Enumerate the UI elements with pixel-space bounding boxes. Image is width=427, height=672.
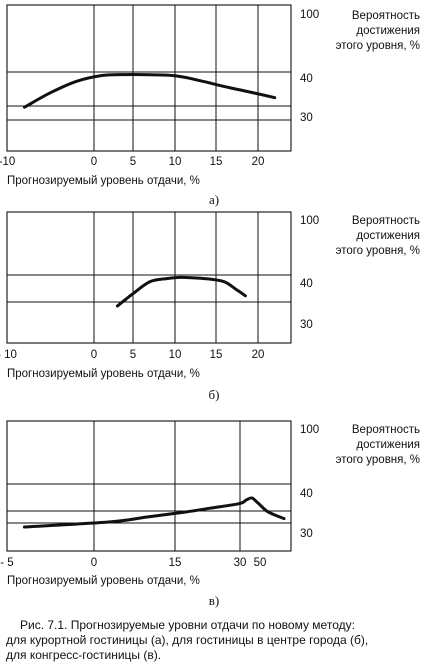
series-line	[115, 275, 247, 308]
x-tick-label: -10	[0, 156, 15, 168]
y-axis-label-line: этого уровня, %	[336, 245, 420, 257]
data-point	[190, 277, 192, 279]
y-axis-label-line: достижения	[356, 439, 420, 451]
x-tick-label: 5	[130, 349, 136, 361]
plot-frame	[6, 4, 292, 152]
data-point	[76, 80, 78, 82]
y-tick-label: 40	[300, 278, 313, 290]
x-tick-label: 15	[169, 557, 182, 569]
caption-line-2: для курортной гостиницы (а), для гостини…	[6, 633, 369, 647]
data-point	[236, 289, 238, 291]
x-tick-label: - 5	[0, 557, 13, 569]
y-axis-label-line: Вероятность	[352, 424, 420, 436]
y-tick-label: 40	[300, 73, 313, 85]
series-line	[22, 73, 277, 109]
chart-panel-2: - 10 0 5 10 15 20 100 40 30 Вероятность достижения…	[0, 211, 420, 402]
y-axis-label-line: Вероятность	[352, 10, 420, 22]
data-point	[199, 80, 201, 82]
plot-frame	[6, 420, 292, 552]
data-point	[166, 278, 168, 280]
y-tick-label: 30	[300, 319, 313, 331]
chart-panel-3: - 5 0 15 30 50 100 40 30 Вероятность достижения эт…	[0, 420, 420, 608]
data-point	[124, 74, 126, 76]
data-point	[109, 521, 111, 523]
data-point	[132, 293, 134, 295]
y-tick-label: 30	[300, 528, 313, 540]
x-axis-label: Прогнозируемый уровень отдачи, %	[7, 575, 200, 587]
x-axis-label: Прогнозируемый уровень отдачи, %	[7, 368, 200, 380]
data-point	[245, 499, 247, 501]
x-tick-label: 10	[169, 156, 182, 168]
y-axis-label-line: достижения	[356, 230, 420, 242]
x-tick-label: 10	[169, 349, 182, 361]
figure-caption: Рис. 7.1. Прогнозируемые уровни отдачи п…	[6, 618, 424, 663]
x-axis-label: Прогнозируемый уровень отдачи, %	[7, 175, 200, 187]
subfigure-label: б)	[209, 387, 220, 402]
data-point	[116, 305, 118, 307]
subfigure-label: а)	[209, 192, 219, 207]
caption-line-1: Рис. 7.1. Прогнозируемые уровни отдачи п…	[20, 618, 355, 632]
x-tick-label: 15	[210, 156, 223, 168]
y-axis-label-line: этого уровня, %	[336, 40, 420, 52]
x-tick-label: 30	[234, 557, 247, 569]
x-tick-label: 0	[91, 156, 97, 168]
data-point	[149, 74, 151, 76]
data-point	[274, 97, 276, 99]
data-point	[174, 75, 176, 77]
y-tick-label: 100	[300, 215, 319, 227]
x-tick-label: - 10	[0, 349, 17, 361]
data-point	[23, 106, 25, 108]
data-point	[178, 276, 180, 278]
y-tick-label: 30	[300, 112, 313, 124]
data-point	[207, 278, 209, 280]
y-axis-label-line: Вероятность	[352, 215, 420, 227]
x-tick-label: 0	[91, 349, 97, 361]
data-point	[183, 511, 185, 513]
data-point	[149, 281, 151, 283]
x-tick-label: 20	[252, 156, 265, 168]
data-point	[223, 86, 225, 88]
data-point	[267, 511, 269, 513]
data-point	[249, 91, 251, 93]
data-point	[283, 518, 285, 520]
caption-line-3: для конгресс-гостиницы (в).	[6, 648, 162, 662]
x-tick-label: 0	[91, 557, 97, 569]
data-point	[147, 516, 149, 518]
data-point	[244, 295, 246, 297]
data-point	[23, 526, 25, 528]
data-point	[213, 507, 215, 509]
data-point	[239, 502, 241, 504]
y-axis-label-line: этого уровня, %	[336, 454, 420, 466]
y-tick-label: 40	[300, 488, 313, 500]
data-point	[49, 92, 52, 94]
x-tick-label: 20	[252, 349, 265, 361]
data-point	[251, 497, 253, 499]
data-point	[257, 502, 259, 504]
chart-panel-1: -10 0 5 10 15 20 100 40 30 Вероятность достижения э…	[0, 4, 420, 207]
y-tick-label: 100	[300, 9, 319, 21]
x-tick-label: 15	[210, 349, 223, 361]
y-tick-label: 100	[300, 424, 319, 436]
y-axis-label-line: достижения	[356, 25, 420, 37]
x-tick-label: 50	[254, 557, 267, 569]
data-point	[223, 281, 225, 283]
plot-frame	[6, 211, 292, 344]
x-tick-label: 5	[130, 156, 136, 168]
data-point	[101, 74, 103, 77]
subfigure-label: в)	[209, 593, 219, 608]
